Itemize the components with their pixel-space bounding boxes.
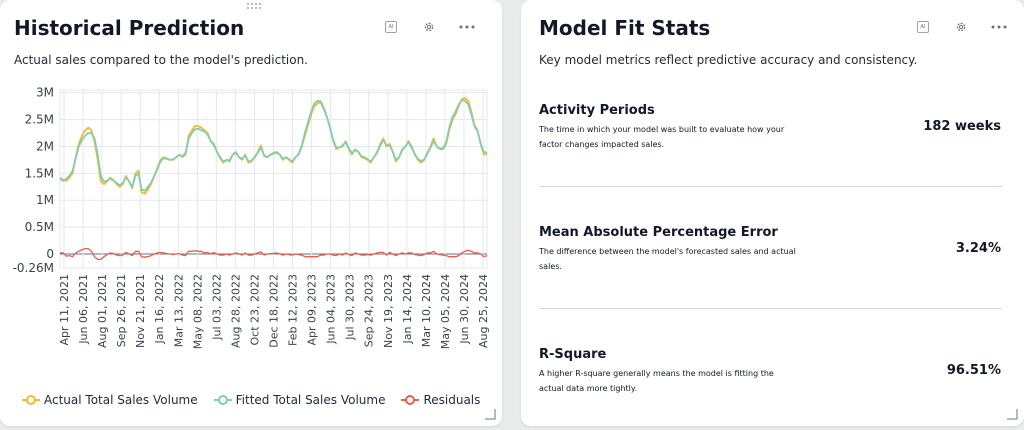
- divider: [539, 186, 1002, 187]
- x-tick-label: Jun 06, 2021: [77, 274, 90, 345]
- x-tick-label: Aug 25, 2024: [477, 274, 490, 348]
- resize-handle-icon[interactable]: [1006, 408, 1018, 420]
- legend-item-fitted[interactable]: Fitted Total Sales Volume: [213, 393, 386, 407]
- metric-value: 3.24%: [955, 241, 1001, 256]
- legend-label: Actual Total Sales Volume: [44, 393, 198, 407]
- x-tick-label: Aug 01, 2021: [96, 274, 109, 348]
- y-tick-label: 2M: [36, 139, 54, 153]
- metric-description: The difference between the model's forec…: [539, 247, 796, 271]
- card-subtitle: Key model metrics reflect predictive acc…: [539, 53, 918, 67]
- resize-handle-icon[interactable]: [484, 408, 496, 420]
- y-tick-label: -0.26M: [13, 261, 54, 275]
- more-dots-icon[interactable]: [458, 18, 476, 36]
- x-tick-label: Jul 30, 2023: [344, 274, 357, 341]
- legend-residuals-marker: [401, 395, 420, 405]
- x-tick-label: Feb 12, 2023: [287, 274, 300, 346]
- x-tick-label: Jun 04, 2023: [325, 274, 338, 345]
- card-title: Model Fit Stats: [539, 16, 711, 40]
- x-tick-label: Sep 24, 2023: [363, 274, 376, 347]
- legend-item-actual[interactable]: Actual Total Sales Volume: [22, 393, 198, 407]
- x-tick-label: Mar 13, 2022: [172, 274, 185, 347]
- x-tick-label: May 05, 2024: [439, 274, 452, 349]
- x-tick-label: Apr 11, 2021: [58, 274, 71, 346]
- chart-legend: Actual Total Sales Volume Fitted Total S…: [22, 393, 480, 407]
- more-dots-icon[interactable]: [990, 18, 1008, 36]
- legend-fitted-marker: [213, 395, 232, 405]
- model-fit-stats-card: Model Fit Stats Key model metrics reflec…: [521, 0, 1024, 426]
- y-tick-label: 0: [46, 247, 54, 261]
- gear-icon[interactable]: [420, 18, 438, 36]
- card-toolbar: AI: [914, 18, 1008, 36]
- x-tick-label: Jun 30, 2024: [458, 274, 471, 345]
- x-tick-label: Dec 18, 2022: [268, 274, 281, 348]
- legend-label: Fitted Total Sales Volume: [235, 393, 386, 407]
- historical-prediction-card: Historical Prediction Actual sales compa…: [0, 0, 502, 426]
- y-tick-label: 0.5M: [25, 220, 54, 234]
- series-fitted-line: [59, 99, 488, 192]
- x-tick-label: Oct 23, 2022: [248, 274, 261, 346]
- y-tick-label: 1M: [36, 193, 54, 207]
- x-tick-label: Nov 21, 2021: [134, 274, 147, 348]
- metric-title: Activity Periods: [539, 103, 655, 118]
- y-tick-label: 1.5M: [25, 166, 54, 180]
- metric-mape: Mean Absolute Percentage Error The diffe…: [539, 225, 1005, 274]
- ai-icon[interactable]: AI: [382, 18, 400, 36]
- series-residuals-line: [60, 247, 488, 261]
- x-tick-label: Jul 03, 2022: [210, 274, 223, 341]
- gear-icon[interactable]: [952, 18, 970, 36]
- x-tick-label: Mar 10, 2024: [420, 274, 433, 347]
- card-subtitle: Actual sales compared to the model's pre…: [14, 53, 308, 67]
- y-tick-label: 3M: [36, 86, 54, 100]
- metric-description: A higher R-square generally means the mo…: [539, 369, 774, 393]
- card-toolbar: AI: [382, 18, 476, 36]
- metric-value: 182 weeks: [923, 119, 1001, 134]
- drag-handle-icon[interactable]: [246, 2, 264, 10]
- ai-icon[interactable]: AI: [914, 18, 932, 36]
- metric-activity-periods: Activity Periods The time in which your …: [539, 103, 1005, 152]
- x-tick-label: May 08, 2022: [191, 274, 204, 349]
- metric-value: 96.51%: [946, 363, 1001, 378]
- metric-r-square: R-Square A higher R-square generally mea…: [539, 347, 1005, 396]
- historical-prediction-chart: 3M 2.5M 2M 1.5M 1M 0.5M 0-0.26M Apr 11, 2021 Jun…: [13, 86, 490, 350]
- y-tick-label: 2.5M: [25, 113, 54, 127]
- metric-description: The time in which your model was built t…: [539, 125, 785, 149]
- metric-title: R-Square: [539, 347, 607, 362]
- x-tick-label: Aug 28, 2022: [229, 274, 242, 348]
- metric-title: Mean Absolute Percentage Error: [539, 225, 778, 240]
- legend-actual-marker: [22, 395, 40, 405]
- card-title: Historical Prediction: [14, 16, 245, 40]
- divider: [539, 308, 1002, 309]
- x-tick-label: Jan 16, 2022: [153, 274, 166, 344]
- x-tick-label: Jan 14, 2024: [401, 274, 414, 344]
- x-tick-label: Sep 26, 2021: [115, 274, 128, 347]
- legend-item-residuals[interactable]: Residuals: [401, 393, 480, 407]
- x-tick-label: Apr 09, 2023: [306, 274, 319, 346]
- legend-label: Residuals: [423, 393, 481, 407]
- x-tick-label: Nov 19, 2023: [382, 274, 395, 348]
